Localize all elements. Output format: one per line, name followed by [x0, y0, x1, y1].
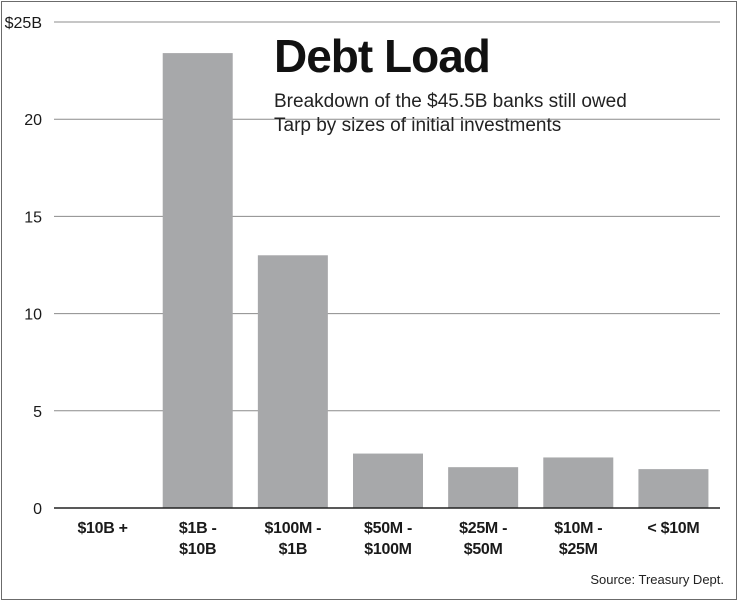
- x-category-label: $10M -$25M: [554, 520, 602, 558]
- bar: [448, 467, 519, 508]
- bar: [257, 255, 328, 508]
- y-tick-label: 20: [24, 112, 42, 129]
- x-category-label: $50M -$100M: [364, 520, 412, 558]
- chart-subtitle-line-2: Tarp by sizes of initial investments: [274, 115, 561, 136]
- y-tick-label: $25B: [5, 15, 42, 32]
- bar: [353, 453, 423, 508]
- bars: [162, 53, 709, 508]
- y-tick-label: 5: [33, 404, 42, 421]
- chart-title: Debt Load: [274, 30, 490, 82]
- y-axis-ticks: 0 5 10 15 20 $25B: [5, 15, 42, 518]
- x-category-label: $10B +: [77, 520, 127, 537]
- x-category-label: $25M -$50M: [459, 520, 507, 558]
- y-tick-label: 15: [24, 209, 42, 226]
- x-category-label: < $10M: [647, 520, 699, 537]
- bar: [162, 53, 233, 508]
- bar: [543, 457, 614, 508]
- source-note: Source: Treasury Dept.: [590, 572, 724, 587]
- chart-subtitle-line-1: Breakdown of the $45.5B banks still owed: [274, 91, 627, 112]
- y-tick-label: 10: [24, 307, 42, 324]
- x-category-label: $1B -$10B: [179, 520, 217, 558]
- bar: [638, 469, 709, 508]
- y-tick-label: 0: [33, 501, 42, 518]
- x-axis-categories: $10B + $1B -$10B $100M -$1B $50M -$100M $25M…: [77, 520, 699, 558]
- x-category-label: $100M -$1B: [265, 520, 322, 558]
